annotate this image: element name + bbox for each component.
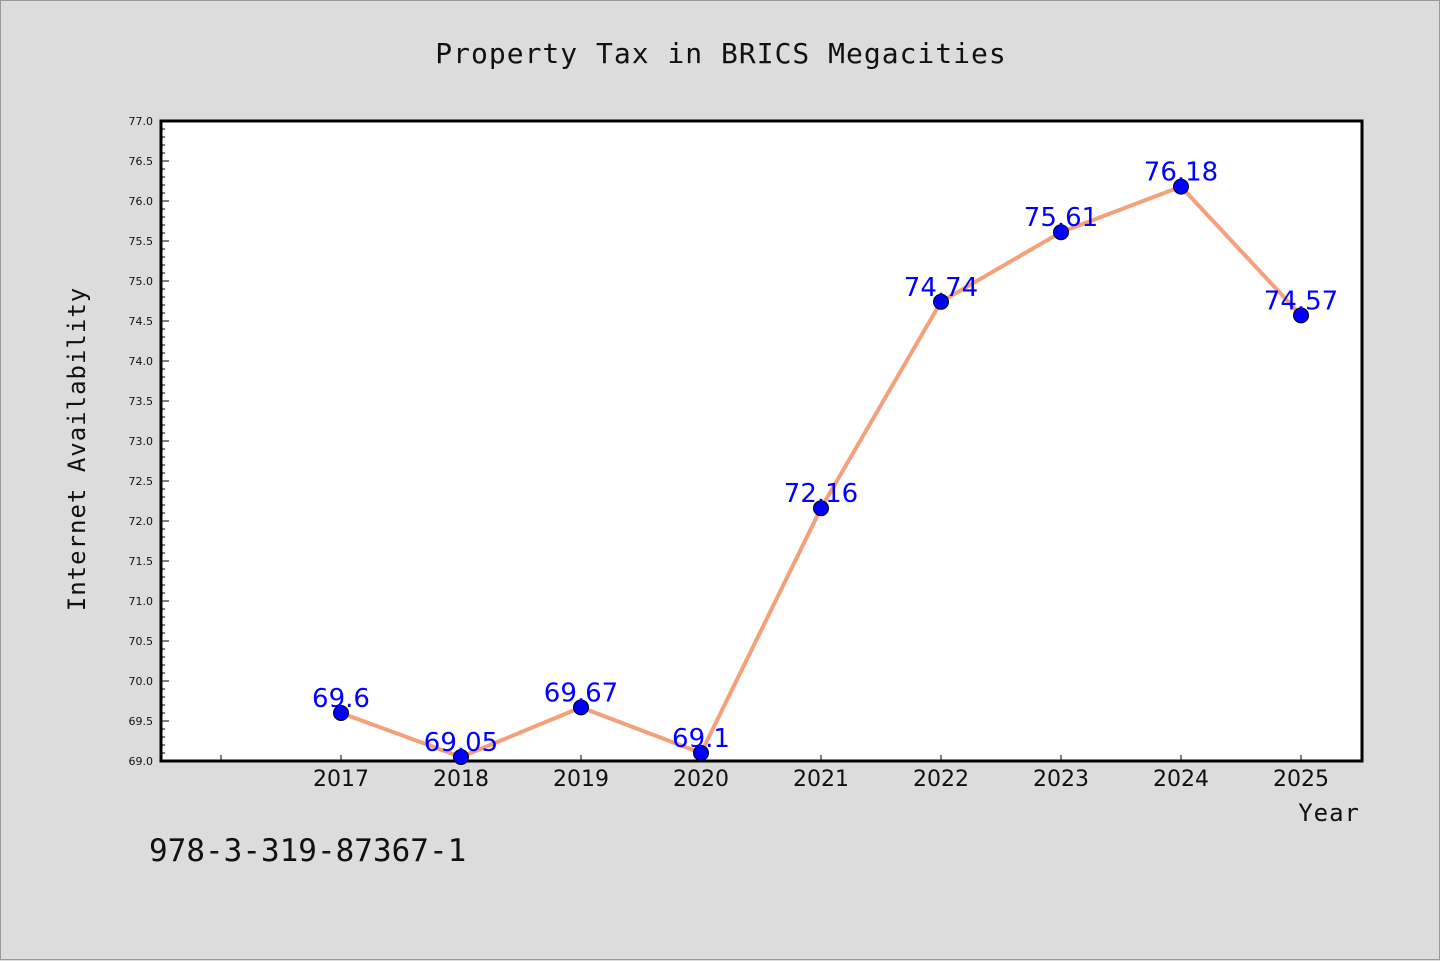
- data-label: 72.16: [784, 479, 858, 509]
- y-tick-label: 75.0: [129, 275, 154, 288]
- data-point: [1173, 178, 1189, 195]
- x-tick-label: 2023: [1033, 767, 1089, 792]
- x-tick-label: 2022: [913, 767, 969, 792]
- series-line-group: [333, 178, 1309, 765]
- y-tick-label: 69.0: [129, 755, 154, 768]
- data-point: [813, 500, 829, 517]
- y-tick-label: 73.5: [129, 395, 154, 408]
- y-axis: 69.0 69.5 70.0 70.5 71.0 71.5 72.0 72.5 73.0 73.5…: [129, 115, 169, 768]
- y-tick-label: 70.5: [129, 635, 154, 648]
- data-label: 69.1: [672, 724, 730, 754]
- y-tick-label: 74.5: [129, 315, 154, 328]
- isbn-label: 978-3-319-87367-1: [149, 833, 467, 869]
- data-point: [1053, 224, 1069, 241]
- y-tick-label: 69.5: [129, 715, 154, 728]
- data-point: [1293, 307, 1309, 324]
- data-point: [693, 745, 709, 761]
- data-point: [573, 699, 589, 716]
- y-tick-label: 72.5: [129, 475, 154, 488]
- y-tick-label: 71.5: [129, 555, 154, 568]
- data-label: 76.18: [1144, 158, 1218, 188]
- y-tick-label: 76.0: [129, 195, 154, 208]
- y-tick-label: 77.0: [129, 115, 154, 128]
- x-tick-label: 2020: [673, 767, 729, 792]
- y-tick-label: 73.0: [129, 435, 154, 448]
- data-labels: 69.6 69.05 69.67 69.1 72.16 74.74 75.61 76.18 74…: [312, 158, 1338, 758]
- data-label: 69.05: [424, 728, 498, 758]
- data-label: 74.57: [1264, 286, 1338, 316]
- data-label: 75.61: [1024, 203, 1098, 233]
- y-tick-label: 76.5: [129, 155, 154, 168]
- x-tick-label: 2019: [553, 767, 609, 792]
- x-tick-label: 2018: [433, 767, 489, 792]
- x-axis: 2017 2018 2019 2020 2021 2022 2023 2024 2025: [220, 755, 1329, 792]
- y-tick-label: 70.0: [129, 675, 154, 688]
- y-tick-label: 72.0: [129, 515, 154, 528]
- y-tick-label: 75.5: [129, 235, 154, 248]
- data-point: [453, 749, 469, 765]
- data-point: [933, 293, 949, 310]
- data-label: 74.74: [904, 273, 978, 303]
- x-tick-label: 2021: [793, 767, 849, 792]
- x-tick-label: 2017: [313, 767, 369, 792]
- plot-area: [159, 119, 1364, 763]
- x-tick-label: 2025: [1273, 767, 1329, 792]
- y-tick-label: 74.0: [129, 355, 154, 368]
- x-tick-label: 2024: [1153, 767, 1209, 792]
- data-label: 69.67: [544, 678, 618, 708]
- chart-title: Property Tax in BRICS Megacities: [435, 37, 1006, 70]
- y-axis-title: Internet Availability: [63, 287, 91, 611]
- y-tick-label: 71.0: [129, 595, 154, 608]
- data-label: 69.6: [312, 684, 370, 714]
- x-axis-title: Year: [1298, 799, 1360, 827]
- data-point: [333, 705, 349, 721]
